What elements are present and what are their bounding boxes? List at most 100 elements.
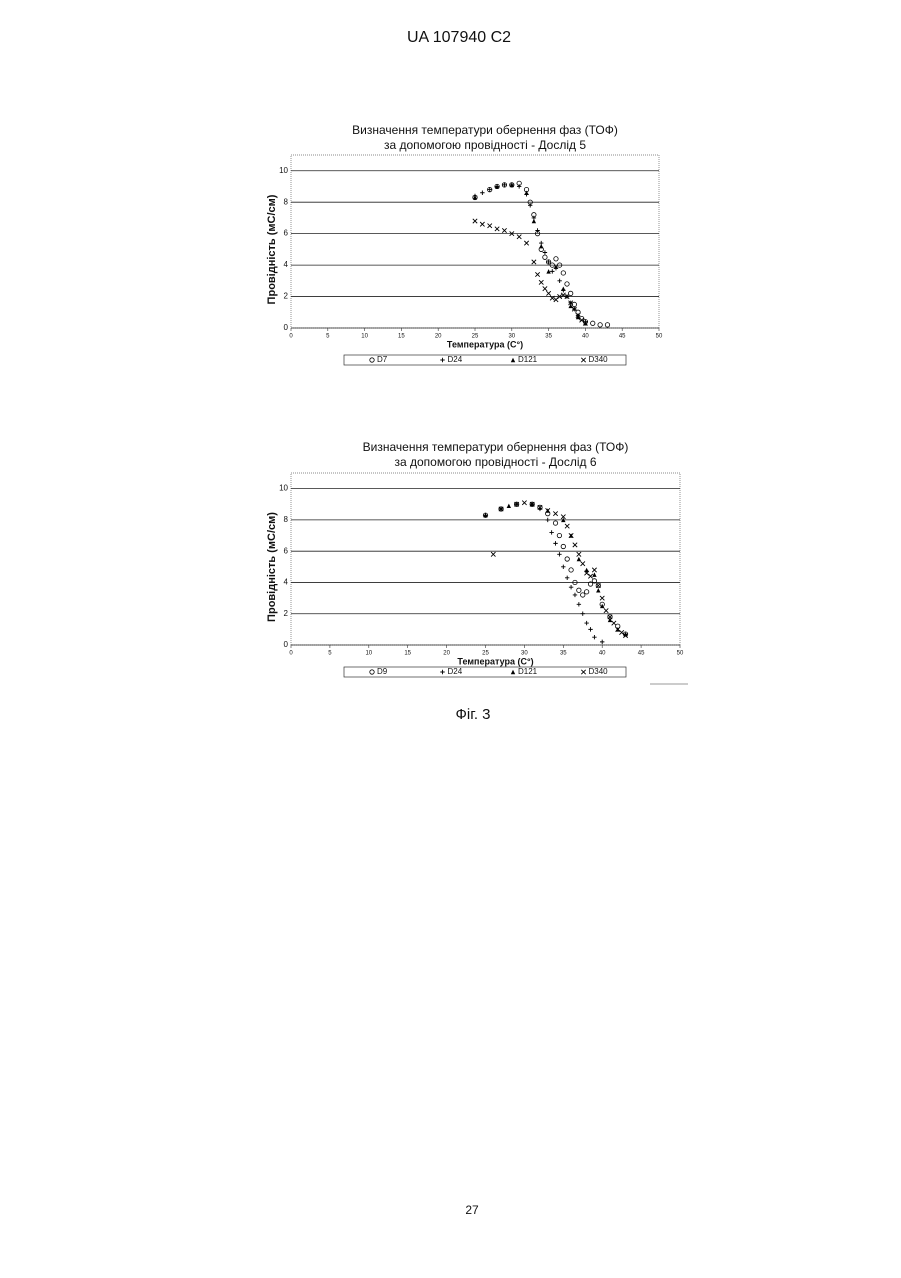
point [581,561,585,565]
chart-subtitle: за допомогою провідності - Дослід 5 [384,138,586,152]
y-tick-label: 0 [284,323,289,332]
point [569,585,573,589]
x-axis-label: Температура (C°) [457,656,533,666]
legend-label: D9 [377,667,388,676]
point [581,612,585,616]
point [480,222,484,226]
chart-title: Визначення температури обернення фаз (ТО… [352,123,618,137]
point [557,552,561,556]
legend-label: D24 [448,667,463,676]
chart-title: Визначення температури обернення фаз (ТО… [363,440,629,454]
point [596,588,600,592]
point [532,260,536,264]
point [561,544,565,548]
point [495,227,499,231]
point [598,323,602,327]
point [600,640,604,644]
point [522,501,526,505]
point [550,269,554,273]
x-tick-label: 10 [365,651,372,657]
point [581,593,585,597]
y-tick-label: 4 [284,578,289,587]
y-axis-label: Провідність (мС/см) [266,512,278,622]
point [539,280,543,284]
point [553,521,557,525]
point [554,257,558,261]
point [491,552,495,556]
point [600,596,604,600]
point [480,191,484,195]
point [546,291,550,295]
x-axis-label: Температура (C°) [447,339,523,349]
legend-marker [511,670,515,674]
point [591,321,595,325]
legend-marker [370,670,374,674]
point [543,250,547,254]
point [502,228,506,232]
point [565,282,569,286]
page: UA 107940 C2 Фіг. 3 27 Визначення темпер… [0,0,901,1273]
legend-marker [440,358,444,362]
point [573,593,577,597]
y-tick-label: 10 [279,166,288,175]
point [561,565,565,569]
y-tick-label: 8 [284,197,289,206]
x-tick-label: 45 [638,651,645,657]
header: UA 107940 C2 [407,29,511,46]
point [604,608,608,612]
plot-frame [291,473,680,645]
point [565,524,569,528]
point [596,583,600,587]
point [592,572,596,576]
plot-frame [291,155,659,328]
point [577,557,581,561]
legend-label: D340 [589,667,609,676]
legend-label: D24 [448,355,463,364]
point [507,504,511,508]
legend-marker [511,358,515,362]
y-tick-label: 4 [284,260,289,269]
point [592,568,596,572]
y-tick-label: 2 [284,292,289,301]
legend-marker [440,670,444,674]
point [605,323,609,327]
y-tick-label: 2 [284,609,289,618]
point [561,271,565,275]
x-tick-label: 45 [619,334,626,340]
point [577,552,581,556]
point [553,541,557,545]
x-tick-label: 35 [560,651,567,657]
point [517,235,521,239]
point [553,511,557,515]
legend-marker [370,358,374,362]
legend-label: D121 [518,667,538,676]
legend-marker [581,670,585,674]
point [569,568,573,572]
y-tick-label: 6 [284,546,289,555]
document: UA 107940 C2 Фіг. 3 27 Визначення темпер… [0,0,901,1273]
point [561,286,565,290]
x-tick-label: 20 [443,651,450,657]
point [535,272,539,276]
chart-subtitle: за допомогою провідності - Дослід 6 [394,455,596,469]
x-tick-label: 35 [545,334,552,340]
point [539,244,543,248]
point [473,219,477,223]
point [565,576,569,580]
legend-marker [581,358,585,362]
point [565,557,569,561]
legend-label: D340 [589,355,609,364]
x-tick-label: 10 [361,334,368,340]
caption: Фіг. 3 [455,706,490,723]
point [549,530,553,534]
point [588,627,592,631]
point [619,630,623,634]
legend-label: D7 [377,355,388,364]
point [543,286,547,290]
point [612,621,616,625]
point [592,635,596,639]
x-tick-label: 40 [582,334,589,340]
x-tick-label: 5 [326,334,330,340]
x-tick-label: 50 [677,651,684,657]
y-tick-label: 0 [284,640,289,649]
